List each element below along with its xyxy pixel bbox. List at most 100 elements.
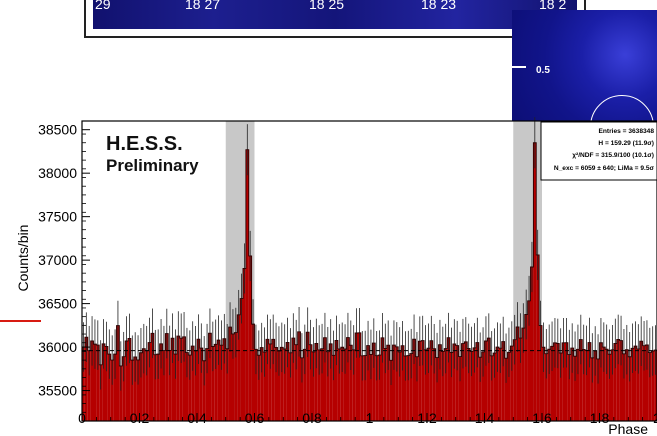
y-axis-label: Counts/bin — [15, 225, 31, 292]
histogram-bar — [516, 327, 519, 421]
histogram-bar — [588, 342, 591, 421]
histogram-bar — [622, 353, 626, 421]
histogram-bar — [381, 337, 384, 421]
histogram-bar — [590, 357, 594, 421]
histogram-bar — [378, 355, 381, 421]
histogram-bar — [297, 331, 301, 421]
histogram-bar — [565, 342, 568, 421]
histogram-bar — [372, 343, 376, 421]
histogram-bar — [314, 343, 318, 421]
histogram-bar — [639, 341, 643, 421]
inset-tick-mark — [512, 66, 526, 68]
histogram-bar — [326, 351, 330, 421]
y-tick-label: 37500 — [38, 209, 77, 225]
histogram-bar — [188, 355, 192, 421]
histogram-bar — [248, 255, 252, 421]
x-tick-label: 1 — [366, 410, 374, 426]
histogram-bar — [519, 338, 522, 421]
x-tick-label: 0.8 — [302, 410, 322, 426]
skymap-tick-label: 18 2 — [539, 0, 567, 12]
histogram-bar — [404, 355, 407, 421]
histogram-bar — [475, 342, 479, 421]
histogram-bar — [582, 349, 586, 421]
histogram-bar — [418, 341, 422, 421]
histogram-outline — [82, 142, 657, 367]
histogram-bar — [130, 360, 134, 421]
skymap-panel: 29 18 27 18 25 18 23 18 2 — [84, 0, 586, 38]
histogram-bar — [185, 352, 189, 421]
histogram-bar — [599, 342, 603, 421]
histogram-bar — [452, 343, 456, 421]
histogram-bar — [389, 360, 393, 421]
histogram-bar — [487, 338, 491, 421]
histogram-bar — [303, 349, 307, 421]
histogram-bar — [323, 337, 327, 421]
histogram-bar — [346, 337, 350, 421]
histogram-bar — [570, 348, 574, 421]
histogram-bar — [579, 339, 583, 421]
x-axis-label: Phase — [608, 421, 648, 436]
histogram-bar — [478, 357, 482, 421]
histogram-bar — [208, 333, 212, 421]
histogram-bar — [556, 343, 560, 421]
histogram-bar — [510, 346, 514, 421]
histogram-bar — [237, 314, 241, 421]
histogram-bar — [217, 340, 220, 421]
histogram-bar — [611, 349, 614, 421]
histogram-bar — [513, 339, 517, 421]
histogram-bar — [576, 349, 580, 421]
histogram-bar — [424, 349, 427, 421]
histogram-bar — [156, 354, 160, 421]
histogram-bar — [234, 332, 238, 421]
histogram-bar — [107, 354, 111, 421]
histogram-bar — [363, 355, 367, 421]
inset-skymap: 0.5 — [512, 10, 657, 128]
red-marker-line — [0, 320, 41, 322]
histogram-bar — [199, 348, 203, 421]
histogram-bar — [654, 350, 657, 421]
histogram-bar — [530, 267, 534, 421]
histogram-bar — [245, 149, 249, 421]
histogram-bar — [447, 337, 450, 421]
histogram-bar — [268, 343, 272, 421]
histogram-bar — [125, 341, 128, 421]
histogram-bar — [369, 354, 373, 421]
histogram-bar — [312, 351, 315, 421]
skymap-tick-label: 29 — [95, 0, 111, 12]
histogram-bar — [174, 354, 177, 421]
histogram-bar — [415, 356, 419, 421]
x-tick-label: 0.6 — [245, 410, 265, 426]
histogram-bar — [573, 356, 577, 421]
histogram-bar — [294, 344, 298, 421]
histogram-bar — [352, 349, 356, 421]
histogram-bar — [608, 354, 611, 421]
histogram-bar — [225, 348, 229, 421]
histogram-bar — [220, 345, 223, 421]
histogram-bar — [340, 347, 344, 421]
histogram-bar — [392, 345, 396, 421]
histogram-bar — [286, 342, 289, 421]
histogram-bar — [544, 353, 548, 421]
histogram-bar — [202, 360, 206, 421]
histogram-bar — [99, 364, 103, 421]
histogram-bar — [490, 355, 494, 421]
histogram-bar — [128, 338, 131, 421]
histogram-bar — [122, 356, 126, 421]
histogram-bar — [547, 349, 551, 421]
histogram-bar — [645, 345, 649, 421]
histogram-bar — [585, 350, 588, 421]
histogram-bar — [257, 355, 261, 421]
histogram-bar — [616, 339, 620, 421]
histogram-bar — [300, 357, 304, 421]
histogram-bar — [438, 344, 442, 421]
histogram-bar — [496, 347, 499, 421]
histogram-bar — [240, 298, 243, 421]
skymap-tick-label: 18 23 — [421, 0, 457, 12]
histogram-bar — [642, 345, 646, 421]
histogram-bar — [277, 351, 281, 421]
histogram-bar — [317, 349, 321, 421]
stats-line: H = 159.29 (11.9σ) — [598, 140, 654, 147]
watermark-preliminary: Preliminary — [106, 156, 199, 175]
histogram-bar — [96, 345, 100, 421]
skymap-tick-label: 18 25 — [309, 0, 345, 12]
